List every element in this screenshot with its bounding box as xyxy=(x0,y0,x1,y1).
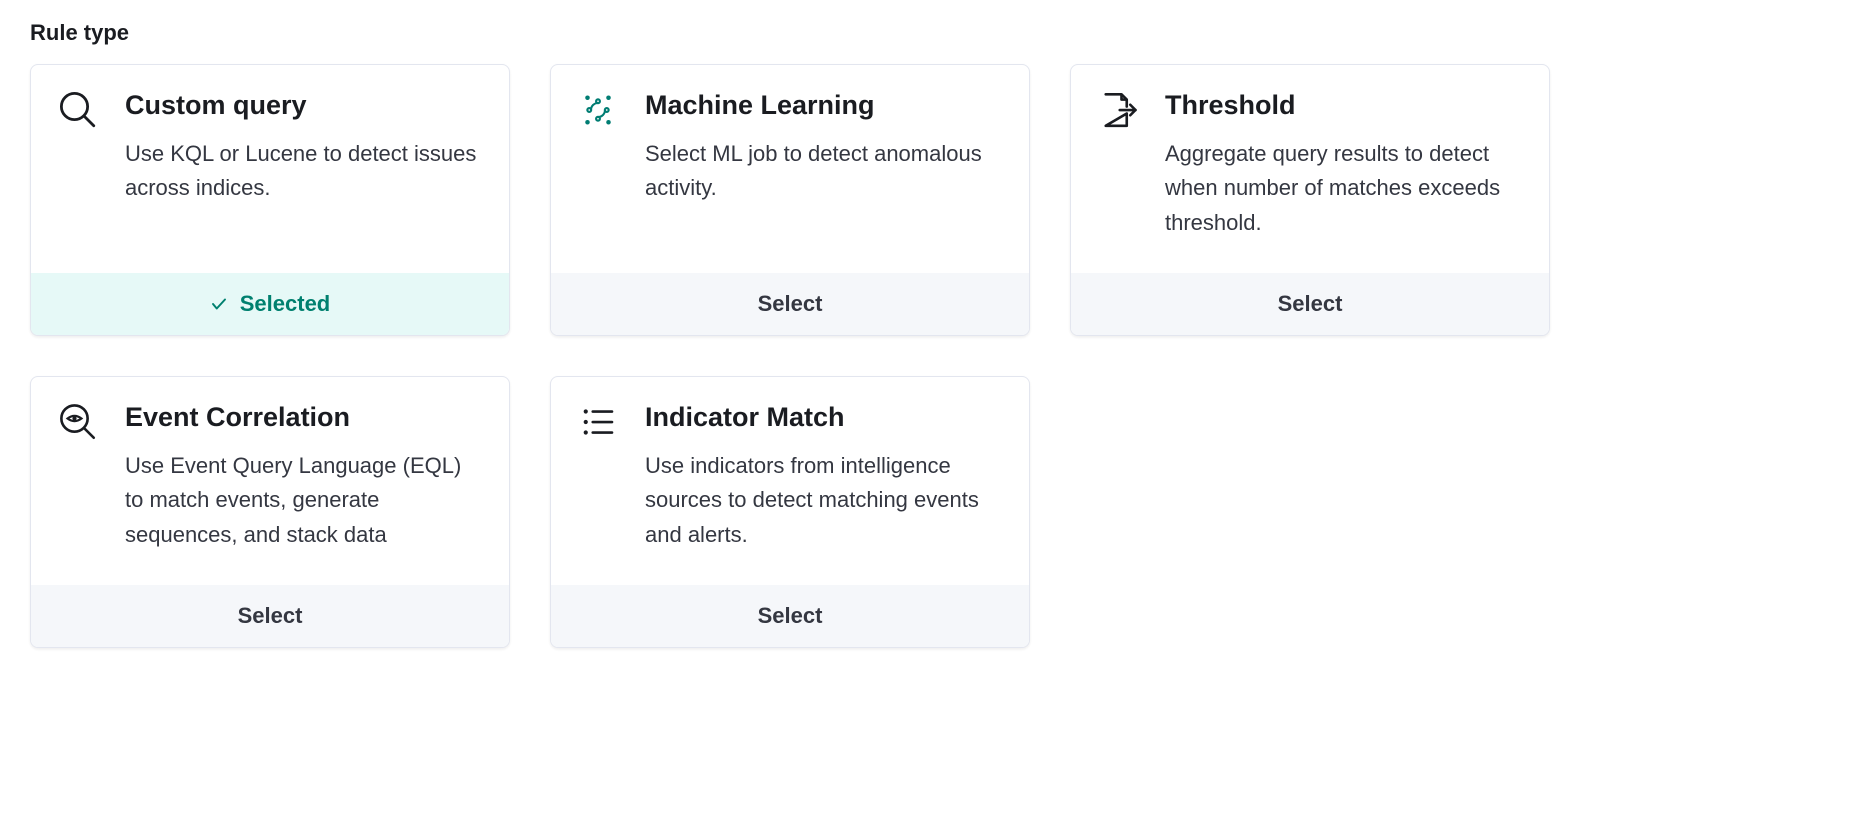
card-body: Indicator Match Use indicators from inte… xyxy=(551,377,1029,585)
card-body: Custom query Use KQL or Lucene to detect… xyxy=(31,65,509,273)
ml-cluster-icon xyxy=(575,89,621,249)
card-text: Event Correlation Use Event Query Langua… xyxy=(125,401,483,561)
card-footer-selected[interactable]: Selected xyxy=(31,273,509,335)
section-label: Rule type xyxy=(30,20,1842,46)
rule-type-card-grid: Custom query Use KQL or Lucene to detect… xyxy=(30,64,1842,648)
card-text: Threshold Aggregate query results to det… xyxy=(1165,89,1523,249)
card-title: Machine Learning xyxy=(645,89,1003,121)
card-footer-select[interactable]: Select xyxy=(551,273,1029,335)
card-description: Use indicators from intelligence sources… xyxy=(645,449,1003,551)
card-description: Aggregate query results to detect when n… xyxy=(1165,137,1523,239)
card-body: Machine Learning Select ML job to detect… xyxy=(551,65,1029,273)
card-footer-select[interactable]: Select xyxy=(1071,273,1549,335)
select-label: Select xyxy=(1278,291,1343,317)
list-icon xyxy=(575,401,621,561)
check-icon xyxy=(210,295,228,313)
card-title: Indicator Match xyxy=(645,401,1003,433)
card-body: Event Correlation Use Event Query Langua… xyxy=(31,377,509,585)
select-label: Select xyxy=(758,291,823,317)
card-title: Event Correlation xyxy=(125,401,483,433)
card-title: Threshold xyxy=(1165,89,1523,121)
select-label: Select xyxy=(238,603,303,629)
document-arrow-icon xyxy=(1095,89,1141,249)
card-text: Custom query Use KQL or Lucene to detect… xyxy=(125,89,483,249)
card-text: Indicator Match Use indicators from inte… xyxy=(645,401,1003,561)
card-description: Select ML job to detect anomalous activi… xyxy=(645,137,1003,205)
select-label: Select xyxy=(758,603,823,629)
card-description: Use KQL or Lucene to detect issues acros… xyxy=(125,137,483,205)
rule-card-event-correlation[interactable]: Event Correlation Use Event Query Langua… xyxy=(30,376,510,648)
rule-card-threshold[interactable]: Threshold Aggregate query results to det… xyxy=(1070,64,1550,336)
magnifier-eye-icon xyxy=(55,401,101,561)
selected-label: Selected xyxy=(240,291,331,317)
card-footer-select[interactable]: Select xyxy=(31,585,509,647)
rule-type-page: Rule type Custom query Use KQL or Lucene… xyxy=(0,0,1872,688)
rule-card-custom-query[interactable]: Custom query Use KQL or Lucene to detect… xyxy=(30,64,510,336)
card-text: Machine Learning Select ML job to detect… xyxy=(645,89,1003,249)
magnifier-icon xyxy=(55,89,101,249)
card-description: Use Event Query Language (EQL) to match … xyxy=(125,449,483,551)
card-footer-select[interactable]: Select xyxy=(551,585,1029,647)
rule-card-indicator-match[interactable]: Indicator Match Use indicators from inte… xyxy=(550,376,1030,648)
rule-card-machine-learning[interactable]: Machine Learning Select ML job to detect… xyxy=(550,64,1030,336)
card-title: Custom query xyxy=(125,89,483,121)
card-body: Threshold Aggregate query results to det… xyxy=(1071,65,1549,273)
